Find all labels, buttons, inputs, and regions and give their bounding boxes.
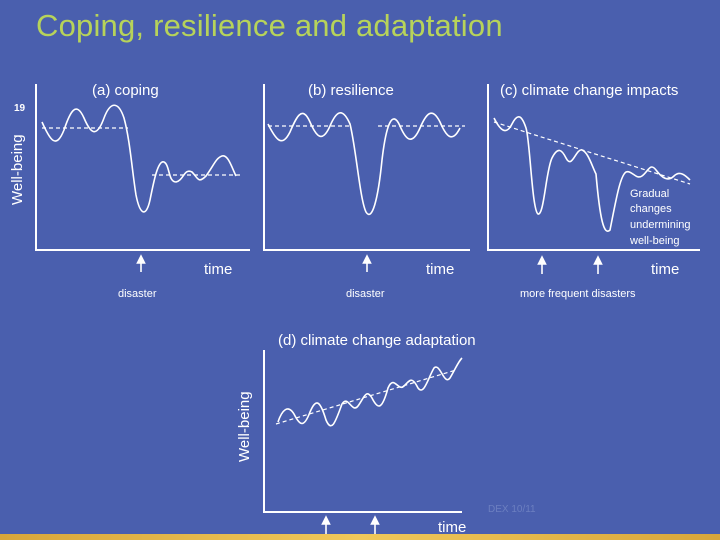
panel-resilience-curve [267,112,461,215]
panel-climate-impacts-annotation-1: Gradual [630,188,669,200]
panel-coping: (a) coping time disaster [35,82,250,300]
panel-climate-adaptation-x-label: time [438,519,466,536]
panel-climate-adaptation-trend [275,369,457,425]
y-axis-label-bottom: Well-being [236,391,253,462]
bottom-accent-bar [0,534,720,540]
panel-climate-impacts-annotation-2: changes [630,203,672,215]
panel-resilience-title: (b) resilience [308,82,394,99]
panel-climate-adaptation: (d) climate change adaptation Well-being… [236,332,536,540]
panel-climate-impacts-axes [487,84,700,251]
panel-climate-impacts-annotation-4: well-being [629,235,680,247]
panel-climate-impacts-title: (c) climate change impacts [500,82,678,99]
panel-coping-axes [35,84,250,251]
panel-coping-title: (a) coping [92,82,159,99]
panel-climate-impacts-event-label: more frequent disasters [520,288,636,300]
panel-climate-adaptation-title: (d) climate change adaptation [278,332,476,349]
panel-climate-impacts-curve [493,116,691,232]
slide-number: 19 [14,103,26,114]
panel-climate-impacts-trend [493,121,691,185]
panel-climate-impacts-x-label: time [651,261,679,278]
panel-climate-adaptation-curve [277,357,463,427]
panel-climate-impacts: (c) climate change impacts time more fre… [487,82,700,300]
y-axis-label-top: Well-being [9,134,26,205]
panel-resilience-event-label: disaster [346,288,385,300]
slide-title: Coping, resilience and adaptation [36,8,503,43]
panel-resilience-x-label: time [426,261,454,278]
panel-coping-x-label: time [204,261,232,278]
panel-coping-curve [41,104,237,213]
panel-resilience-axes [263,84,470,251]
panel-coping-event-label: disaster [118,288,157,300]
panel-climate-impacts-annotation-3: undermining [630,219,691,231]
watermark: DEX 10/11 [488,504,536,515]
panel-resilience: (b) resilience time disaster [263,82,470,300]
panel-climate-adaptation-axes [263,350,462,513]
